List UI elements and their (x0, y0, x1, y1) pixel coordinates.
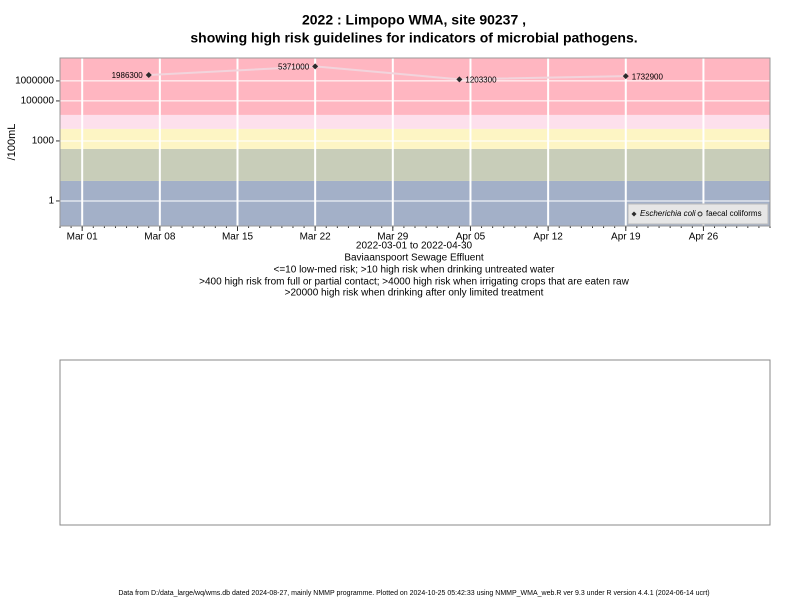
note: <=10 low-med risk; >10 high risk when dr… (274, 265, 556, 276)
y-tick-label: 1 (48, 196, 54, 207)
chart-title: 2022 : Limpopo WMA, site 90237 , (302, 12, 526, 28)
data-label: 1203300 (465, 75, 497, 84)
data-point (312, 63, 319, 70)
x-tick-label: Mar 15 (222, 232, 254, 243)
legend-marker (697, 211, 703, 217)
note: >400 high risk from full or partial cont… (199, 277, 629, 288)
footer: Data from D:/data_large/wq/wms.db dated … (118, 590, 709, 597)
risk-band (60, 148, 770, 181)
legend-marker (631, 211, 637, 217)
empty-panel (59, 359, 771, 526)
x-axis-label: 2022-03-01 to 2022-04-30 (356, 241, 473, 252)
risk-band (60, 128, 770, 149)
data-label: 1986300 (112, 71, 144, 80)
data-point (145, 71, 152, 78)
data-label: 5371000 (278, 62, 310, 71)
risk-band (60, 114, 770, 129)
data-line (148, 65, 626, 81)
data-point (622, 73, 629, 80)
x-tick-label: Mar 22 (300, 232, 332, 243)
chart-subtitle: showing high risk guidelines for indicat… (190, 30, 637, 46)
data-label: 1732900 (632, 72, 664, 81)
y-axis-label: /100mL (6, 124, 18, 161)
legend-label: faecal coliforms (706, 209, 762, 218)
risk-band (60, 58, 770, 115)
y-tick-label: 1000000 (15, 76, 54, 87)
x-tick-label: Apr 19 (611, 232, 641, 243)
data-point (456, 76, 463, 83)
x-tick-label: Apr 26 (689, 232, 719, 243)
y-tick-label: 1000 (32, 136, 55, 147)
x-tick-label: Mar 01 (67, 232, 99, 243)
plot-frame (59, 57, 771, 227)
legend-label: Escherichia coli (640, 209, 696, 218)
x-tick-label: Mar 29 (377, 232, 409, 243)
site-name: Baviaanspoort Sewage Effluent (344, 253, 484, 264)
y-tick-label: 100000 (21, 96, 55, 107)
x-tick-label: Mar 08 (144, 232, 176, 243)
note: >20000 high risk when drinking after onl… (285, 288, 544, 299)
x-tick-label: Apr 05 (456, 232, 486, 243)
x-tick-label: Apr 12 (533, 232, 563, 243)
